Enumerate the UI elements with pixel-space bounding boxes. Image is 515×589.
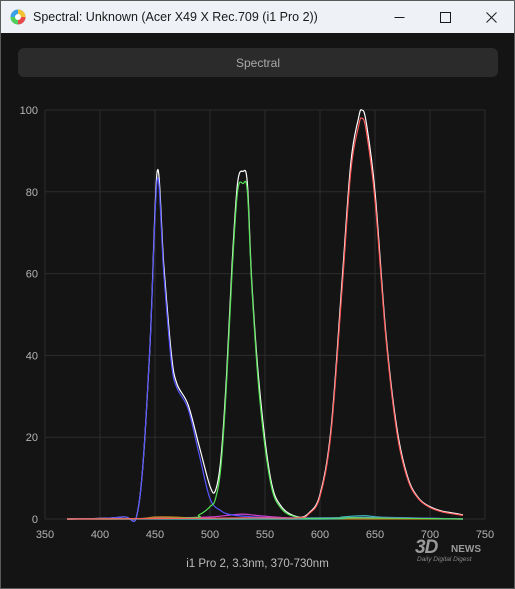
- y-tick-label: 20: [26, 432, 38, 444]
- window-title: Spectral: Unknown (Acer X49 X Rec.709 (i…: [33, 10, 318, 24]
- x-tick-label: 450: [146, 529, 164, 541]
- minimize-button[interactable]: [376, 1, 422, 33]
- spectral-tab-button[interactable]: Spectral: [18, 48, 498, 77]
- minimize-icon: [394, 16, 404, 18]
- y-tick-label: 80: [26, 187, 38, 199]
- y-tick-label: 60: [26, 269, 38, 281]
- x-tick-label: 350: [36, 529, 54, 541]
- x-tick-label: 550: [256, 529, 274, 541]
- y-tick-label: 40: [26, 350, 38, 362]
- close-icon: [485, 11, 497, 23]
- x-tick-label: 400: [91, 529, 109, 541]
- spectral-chart: 350 400 450 500 550 600 650 700 750 0 20 40 60 80 100: [20, 105, 495, 541]
- x-tick-label: 500: [201, 529, 219, 541]
- y-tick-label: 0: [32, 514, 38, 526]
- color-wheel-icon: [10, 9, 26, 25]
- x-tick-label: 600: [311, 529, 329, 541]
- series-line: [66, 117, 464, 520]
- watermark-main: 3D: [415, 537, 438, 558]
- close-button[interactable]: [468, 1, 514, 33]
- x-tick-label: 750: [476, 529, 494, 541]
- title-bar[interactable]: Spectral: Unknown (Acer X49 X Rec.709 (i…: [1, 1, 514, 33]
- chart-caption: i1 Pro 2, 3.3nm, 370-730nm: [186, 558, 329, 570]
- maximize-button[interactable]: [422, 1, 468, 33]
- watermark-news: NEWS: [451, 544, 481, 555]
- series-line: [66, 180, 464, 520]
- maximize-icon: [439, 11, 451, 23]
- content-area: Spectral: [1, 33, 514, 588]
- y-tick-label: 100: [20, 105, 38, 117]
- x-tick-label: 700: [421, 529, 439, 541]
- watermark-sub: Daily Digital Digest: [417, 556, 472, 563]
- watermark-logo: 3D NEWS Daily Digital Digest: [415, 537, 499, 565]
- x-tick-label: 650: [366, 529, 384, 541]
